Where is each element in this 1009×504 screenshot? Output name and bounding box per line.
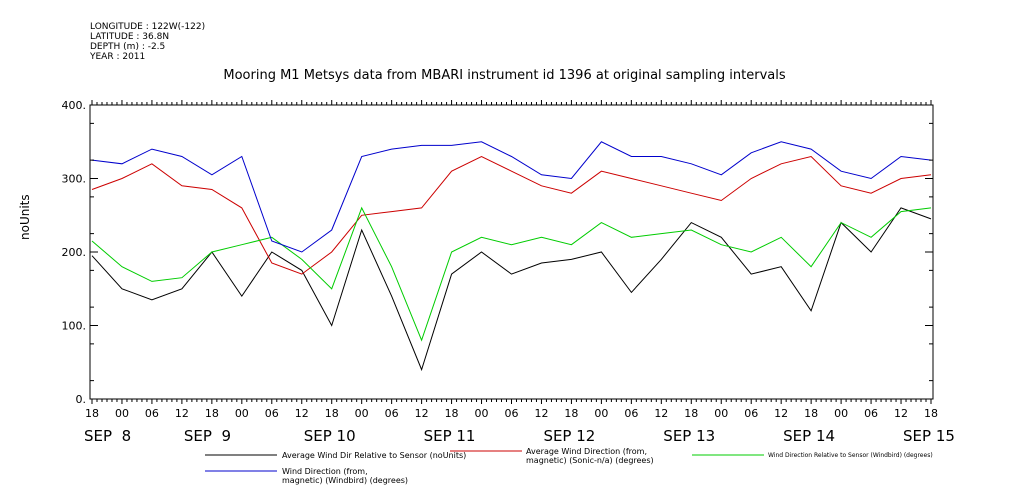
year-label: YEAR : 2011 (90, 52, 146, 62)
x-hour-label-11: 12 (415, 407, 429, 420)
x-hour-label-23: 12 (774, 407, 788, 420)
x-hour-label-15: 12 (534, 407, 548, 420)
x-hour-label-21: 00 (714, 407, 728, 420)
x-day-label-7: SEP 15 (903, 427, 955, 445)
x-hour-label-7: 12 (295, 407, 309, 420)
x-hour-label-27: 12 (894, 407, 908, 420)
x-day-label-4: SEP 12 (543, 427, 595, 445)
y-tick-label-0: 0. (76, 393, 87, 406)
y-tick-label-1: 100. (62, 320, 87, 333)
x-hour-label-26: 06 (864, 407, 878, 420)
x-hour-label-8: 18 (325, 407, 339, 420)
plot-frame (89, 104, 934, 400)
x-day-label-0: SEP 8 (84, 427, 131, 445)
legend-label-1a: Average Wind Direction (from, (526, 447, 648, 456)
x-day-label-2: SEP 10 (304, 427, 356, 445)
x-day-label-6: SEP 14 (783, 427, 835, 445)
longitude-label: LONGITUDE : 122W(-122) (90, 22, 206, 32)
legend-label-1b: magnetic) (Sonic-n/a) (degrees) (526, 456, 654, 465)
x-hour-label-5: 00 (235, 407, 249, 420)
y-tick-label-4: 400. (62, 99, 87, 112)
x-hour-label-0: 18 (85, 407, 99, 420)
x-hour-label-9: 00 (355, 407, 369, 420)
series-line-0 (91, 207, 932, 372)
x-hour-label-3: 12 (175, 407, 189, 420)
series-line-2 (91, 206, 932, 342)
x-hour-label-22: 06 (744, 407, 758, 420)
x-day-label-5: SEP 13 (663, 427, 715, 445)
x-hour-label-1: 00 (115, 407, 129, 420)
x-day-label-3: SEP 11 (424, 427, 476, 445)
depth-label: DEPTH (m) : -2.5 (90, 42, 166, 52)
x-hour-label-14: 06 (505, 407, 519, 420)
series-line-1 (91, 155, 932, 275)
chart-title: Mooring M1 Metsys data from MBARI instru… (223, 68, 786, 83)
x-hour-label-18: 06 (624, 407, 638, 420)
legend-label-3a: Wind Direction (from, (282, 467, 368, 476)
x-hour-label-16: 18 (564, 407, 578, 420)
x-hour-label-25: 00 (834, 407, 848, 420)
legend-label-3b: magnetic) (Windbird) (degrees) (282, 476, 409, 485)
x-hour-label-28: 18 (924, 407, 938, 420)
legend-label-0: Average Wind Dir Relative to Sensor (noU… (282, 451, 467, 460)
legend-label-2: Wind Direction Relative to Sensor (Windb… (768, 452, 933, 459)
x-day-label-1: SEP 9 (184, 427, 231, 445)
x-hour-label-2: 06 (145, 407, 159, 420)
latitude-label: LATITUDE : 36.8N (90, 32, 170, 42)
x-hour-label-4: 18 (205, 407, 219, 420)
x-hour-label-6: 06 (265, 407, 279, 420)
x-hour-label-12: 18 (445, 407, 459, 420)
x-hour-label-19: 12 (654, 407, 668, 420)
x-hour-label-17: 00 (594, 407, 608, 420)
series-line-3 (91, 141, 932, 253)
y-tick-label-2: 200. (62, 246, 87, 259)
x-hour-label-20: 18 (684, 407, 698, 420)
x-hour-label-24: 18 (804, 407, 818, 420)
x-hour-label-13: 00 (475, 407, 489, 420)
y-tick-label-3: 300. (62, 173, 87, 186)
x-hour-label-10: 06 (385, 407, 399, 420)
